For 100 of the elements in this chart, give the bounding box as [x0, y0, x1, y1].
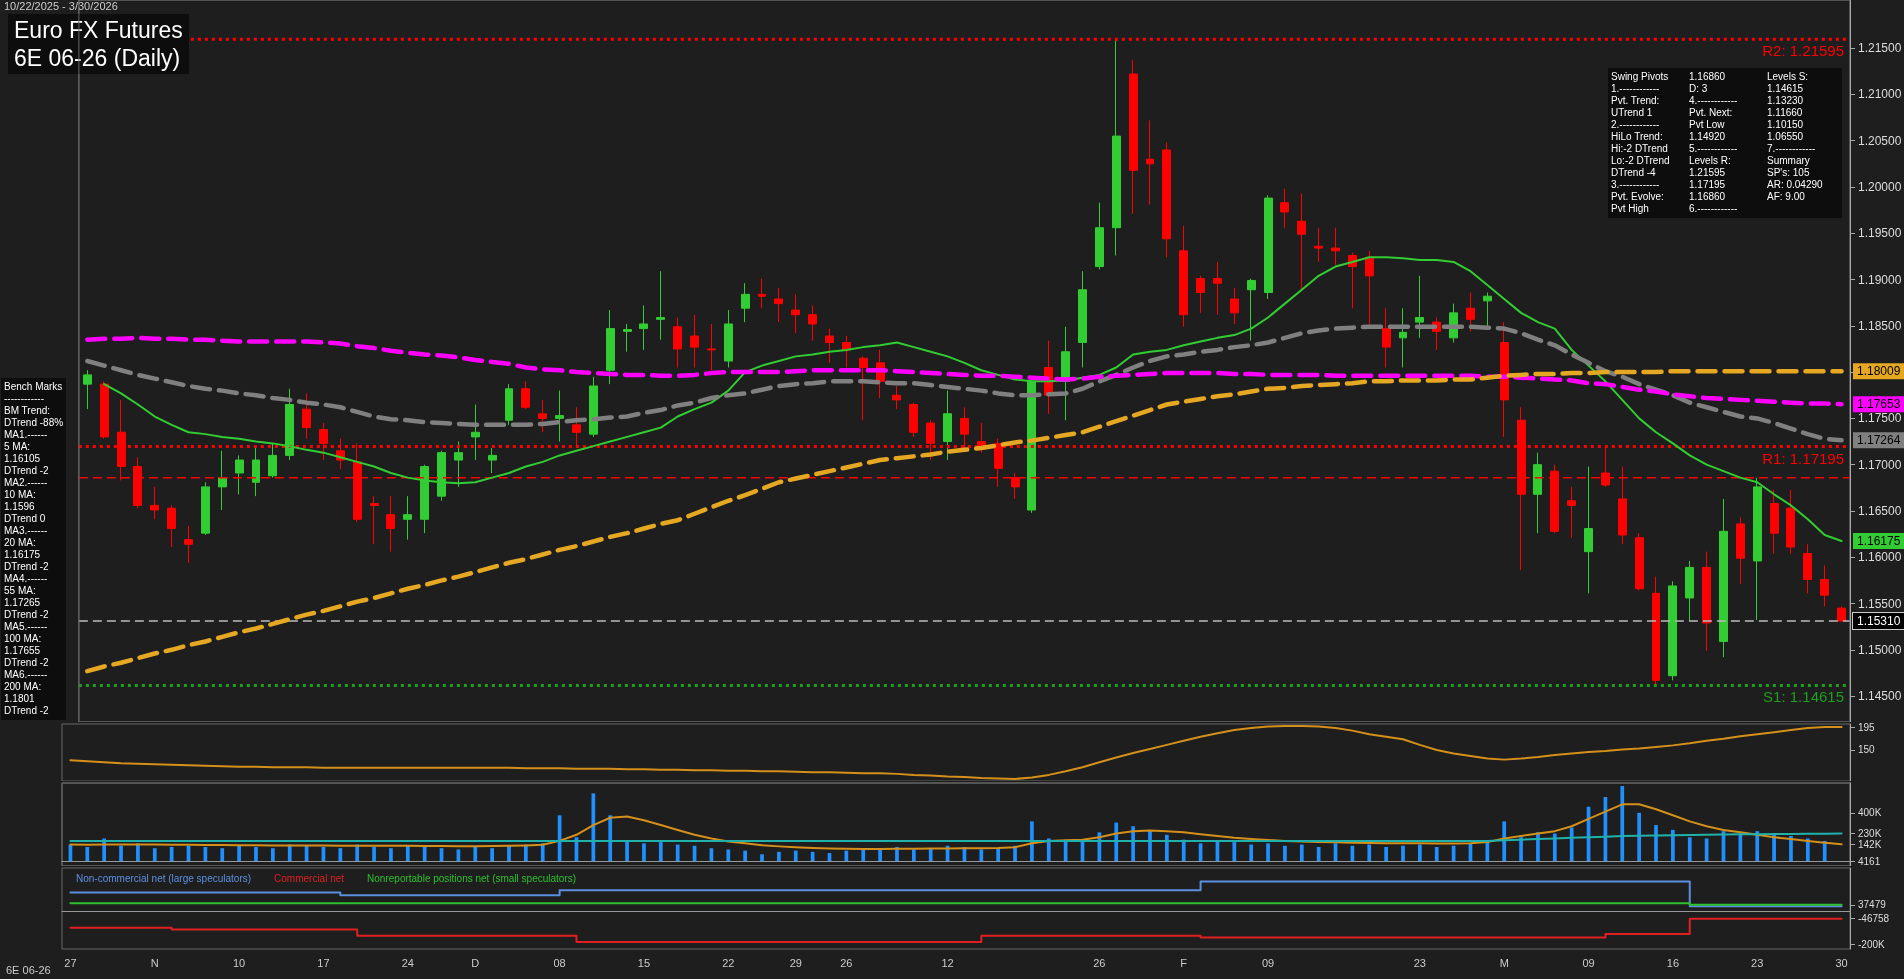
bar	[1316, 846, 1321, 862]
candlestick	[218, 450, 227, 511]
candlestick	[403, 495, 412, 541]
candlestick	[825, 328, 834, 364]
bar	[675, 844, 680, 862]
bar	[777, 851, 781, 862]
candlestick	[943, 390, 952, 461]
candlestick	[1314, 227, 1323, 263]
candlestick	[1162, 142, 1171, 258]
x-tick-label: N	[150, 956, 159, 969]
x-tick-label: 08	[553, 956, 566, 969]
bar	[1654, 825, 1658, 862]
x-tick-label: 09	[1261, 956, 1275, 969]
y-tick-label: 1.20500	[1858, 133, 1902, 148]
candlestick	[1196, 275, 1205, 314]
y-tick-label: 1.15500	[1858, 596, 1902, 611]
y-tick-label: 1.20000	[1858, 179, 1902, 194]
series-label: Non-commercial net (large speculators)	[76, 872, 252, 884]
bar	[1569, 827, 1574, 862]
bar	[1181, 839, 1186, 862]
bar	[642, 843, 646, 862]
x-tick-label: M	[1499, 956, 1509, 969]
y-tick-label: 142K	[1858, 838, 1882, 850]
candlestick	[471, 404, 480, 461]
y-tick-label: 1.19000	[1858, 272, 1902, 287]
candlestick	[1837, 605, 1846, 622]
bar	[1232, 842, 1237, 862]
bar	[389, 848, 393, 862]
x-tick-label: 23	[1413, 956, 1426, 969]
bar	[591, 793, 596, 862]
candlestick	[201, 481, 210, 536]
candlestick	[370, 495, 379, 545]
candlestick	[1264, 194, 1273, 300]
candlestick	[167, 504, 176, 548]
annotation: 10/22/2025 - 3/30/2026	[4, 0, 118, 12]
candlestick	[1112, 38, 1121, 256]
y-tick-label: 195	[1858, 721, 1876, 733]
candlestick	[1803, 543, 1812, 594]
candlestick	[1146, 119, 1154, 206]
candlestick	[1230, 287, 1239, 325]
candlestick	[808, 304, 817, 342]
candlestick	[1095, 202, 1104, 270]
candlestick	[420, 464, 429, 534]
candlestick	[1331, 227, 1340, 266]
y-tick-label: -200K	[1858, 938, 1886, 950]
bar	[760, 854, 764, 862]
y-tick-label: 1.14500	[1858, 689, 1902, 704]
candlestick	[302, 392, 311, 440]
bar	[372, 846, 376, 862]
candlestick	[1567, 486, 1576, 539]
candlestick	[1078, 270, 1087, 368]
bar	[1434, 846, 1439, 862]
text: 6E 06-26	[6, 964, 51, 976]
bar	[1620, 786, 1625, 862]
candlestick	[1786, 489, 1795, 555]
bar	[270, 848, 275, 862]
candlestick	[1179, 225, 1188, 328]
text: Bench Marks ------------ BM Trend: DTrend -88% MA1.------ 5 MA: 1.16105 DTrend -2 MA2.------ 10 MA: 1.1596 DTrend 0 MA3.------ 20 MA: 1.16175 DTrend -2 MA4.------ 55 MA: 1.17265 DTrend -2 MA5.------ 100 MA: 1.17655 DTrend -2 MA6.------ 200 MA: 1.1801 DTrend -2	[4, 381, 64, 716]
candlestick	[1213, 261, 1222, 316]
data-label: 1.18009	[1857, 364, 1901, 379]
y-tick-label: 1.15000	[1858, 642, 1902, 657]
bar	[1552, 833, 1557, 862]
ref-line-label: R1: 1.17195	[1762, 449, 1844, 467]
x-tick-label: 15	[637, 956, 651, 969]
bar	[85, 846, 90, 862]
x-tick-label: 29	[789, 956, 802, 969]
candlestick	[724, 309, 733, 368]
candlestick	[791, 293, 800, 334]
x-tick-label: 24	[401, 956, 414, 969]
text: Euro FX Futures	[14, 17, 183, 43]
bar	[1046, 838, 1051, 862]
x-tick-label: 23	[1751, 956, 1764, 969]
bar	[338, 848, 343, 862]
bar	[743, 850, 748, 862]
y-tick-label: 1.18500	[1858, 318, 1902, 333]
candlestick	[707, 323, 716, 371]
candlestick	[1635, 532, 1644, 592]
x-tick-label: 27	[64, 956, 77, 969]
y-tick-label: 1.17000	[1858, 457, 1902, 472]
y-tick-label: 1.16000	[1858, 550, 1902, 565]
series-label: Nonreportable positions net (small speculators)	[367, 872, 577, 884]
bar	[473, 846, 478, 862]
y-tick-label: 230K	[1858, 828, 1882, 840]
bar	[1485, 840, 1490, 862]
y-tick-label: 1.21500	[1858, 41, 1902, 56]
candlestick	[1736, 516, 1745, 585]
bar	[1789, 836, 1793, 862]
candlestick	[589, 376, 598, 438]
bar	[1755, 831, 1760, 862]
candlestick	[1247, 278, 1256, 342]
bar	[1249, 844, 1254, 862]
bar	[1283, 845, 1287, 862]
candlestick	[758, 278, 766, 309]
x-tick-label: F	[1180, 956, 1188, 969]
y-tick-label: 150	[1858, 744, 1876, 756]
bar	[119, 845, 123, 862]
candlestick	[1652, 576, 1660, 686]
x-tick-label: 09	[1582, 956, 1595, 969]
x-tick-label: 12	[941, 956, 954, 969]
candlestick	[1719, 498, 1728, 658]
